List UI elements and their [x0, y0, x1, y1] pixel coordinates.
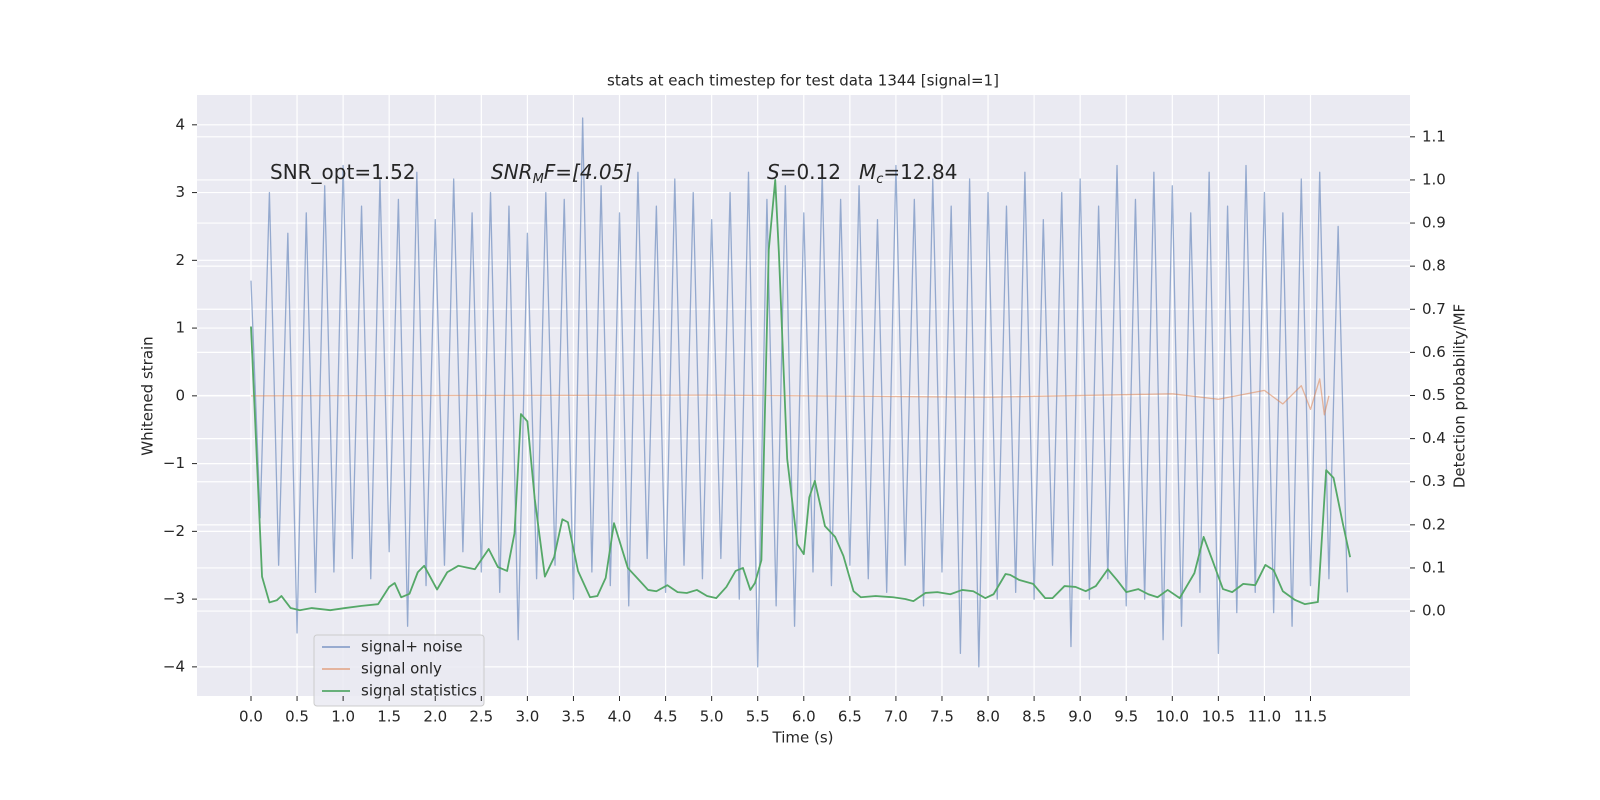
annotation-text: SNR [491, 160, 533, 184]
y2-tick-label: 0.4 [1422, 429, 1446, 447]
y2-tick-label: 0.0 [1422, 602, 1446, 620]
y-tick-label: 4 [175, 115, 185, 133]
x-tick-label: 10.0 [1156, 708, 1189, 726]
series-line [250, 117, 1348, 668]
annotation: S=0.12 [767, 160, 841, 184]
x-tick-label: 4.0 [608, 708, 632, 726]
annotation: SNR_opt=1.52 [270, 160, 416, 184]
y2-tick-label: 0.9 [1422, 214, 1446, 232]
annotation-text: F=[4.05] [544, 160, 632, 184]
x-axis-label: Time (s) [772, 729, 834, 747]
annotation: Mc=12.84 [859, 160, 957, 187]
x-tick-label: 8.0 [976, 708, 1000, 726]
x-tick-label: 5.0 [700, 708, 724, 726]
y2-tick-label: 0.5 [1422, 386, 1446, 404]
annotation-text: M [859, 160, 876, 184]
marks [250, 117, 1351, 668]
x-tick-label: 4.5 [654, 708, 678, 726]
x-tick-label: 3.0 [515, 708, 539, 726]
y-tick-label: 1 [175, 319, 185, 337]
y2-tick-label: 0.2 [1422, 515, 1446, 533]
series-line [250, 378, 1330, 416]
series-line [250, 179, 1351, 612]
x-tick-label: 2.5 [469, 708, 493, 726]
y2-axis-label: Detection probability/MF [1451, 304, 1469, 488]
x-tick-label: 1.0 [331, 708, 355, 726]
y-tick-label: 0 [175, 386, 185, 404]
x-tick-label: 11.5 [1294, 708, 1327, 726]
x-tick-label: 1.5 [377, 708, 401, 726]
y-tick-label: −2 [163, 522, 185, 540]
legend-label: signal statistics [361, 682, 477, 700]
y-tick-label: −4 [163, 657, 185, 675]
annotation-text: =0.12 [780, 160, 841, 184]
x-tick-label: 6.5 [838, 708, 862, 726]
legend-label: signal+ noise [361, 638, 463, 656]
y2-tick-label: 0.3 [1422, 472, 1446, 490]
y-tick-label: 2 [175, 251, 185, 269]
x-tick-label: 9.0 [1068, 708, 1092, 726]
annotation-text: =12.84 [883, 160, 957, 184]
annotation-subscript: c [876, 172, 883, 187]
y2-tick-label: 0.7 [1422, 300, 1446, 318]
x-tick-label: 8.5 [1022, 708, 1046, 726]
x-tick-label: 10.5 [1202, 708, 1235, 726]
legend-label: signal only [361, 660, 442, 678]
legend-box [313, 634, 485, 707]
annotation-subscript: M [533, 172, 544, 187]
y2-tick-label: 0.8 [1422, 257, 1446, 275]
y-tick-label: −1 [163, 454, 185, 472]
x-tick-label: 11.0 [1248, 708, 1281, 726]
legend: signal+ noise signal only signal statistic… [313, 634, 485, 707]
y2-tick-label: 1.0 [1422, 170, 1446, 188]
x-tick-label: 3.5 [562, 708, 586, 726]
y2-tick-label: 0.6 [1422, 343, 1446, 361]
y2-tick-label: 0.1 [1422, 558, 1446, 576]
annotation-text: S [767, 160, 780, 184]
x-tick-label: 2.0 [423, 708, 447, 726]
x-tick-label: 7.0 [884, 708, 908, 726]
x-tick-label: 0.0 [239, 708, 263, 726]
x-tick-label: 7.5 [930, 708, 954, 726]
x-tick-label: 0.5 [285, 708, 309, 726]
x-tick-label: 9.5 [1114, 708, 1138, 726]
y-tick-label: 3 [175, 183, 185, 201]
annotation-text: SNR_opt=1.52 [270, 160, 416, 184]
x-tick-label: 5.5 [746, 708, 770, 726]
y-tick-label: −3 [163, 590, 185, 608]
chart-title: stats at each timestep for test data 134… [607, 72, 999, 90]
x-tick-label: 6.0 [792, 708, 816, 726]
annotation: SNRMF=[4.05] [491, 160, 632, 187]
y-axis-label: Whitened strain [139, 336, 157, 455]
y2-tick-label: 1.1 [1422, 127, 1446, 145]
